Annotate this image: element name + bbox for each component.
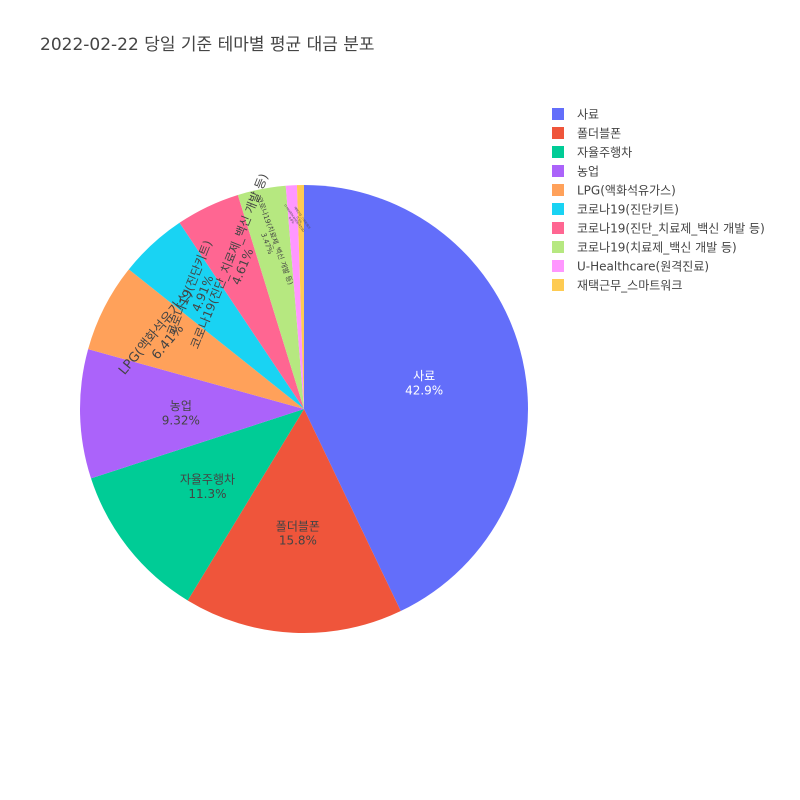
legend-label[interactable]: 농업 [577,165,599,179]
slice-percent-label: 9.32% [162,413,200,427]
legend-label[interactable]: 재택근무_스마트워크 [577,279,682,293]
legend-label[interactable]: 자율주행차 [577,145,632,160]
slice-percent-label: 0.8% [288,216,296,225]
pie-slice[interactable] [179,194,304,409]
pie-slice[interactable] [237,185,304,409]
slice-category-label: 폴더블폰 [276,519,320,533]
pie-slice[interactable] [187,409,401,634]
pie-slice[interactable] [128,222,304,409]
slice-percent-label: 42.9% [405,383,443,397]
slice-percent-label: 0.5% [295,216,303,225]
slice-percent-label: 15.8% [279,534,317,548]
legend-label[interactable]: 폴더블폰 [577,127,621,141]
legend-label[interactable]: 코로나19(진단키트) [577,203,679,217]
pie-slice[interactable] [91,409,305,601]
slice-label: 농업9.32% [162,399,200,427]
legend-swatch[interactable] [552,222,564,234]
legend-swatch[interactable] [552,203,564,215]
pie-slices [79,185,528,634]
pie-slice[interactable] [79,349,304,479]
chart-title: 2022-02-22 당일 기준 테마별 평균 대금 분포 [40,35,375,55]
slice-category-label: 자율주행차 [180,472,235,487]
legend-label[interactable]: U-Healthcare(원격진료) [577,260,709,274]
pie-slice[interactable] [88,269,304,409]
slice-percent-label: 11.3% [188,487,226,501]
legend-label[interactable]: 코로나19(진단_치료제_백신 개발 등) [577,222,765,236]
legend-swatch[interactable] [552,279,564,291]
slice-category-label: 사료 [413,369,435,383]
legend-swatch[interactable] [552,108,564,120]
pie-slice[interactable] [296,185,304,409]
slice-category-label: 농업 [170,399,192,413]
legend-label[interactable]: LPG(액화석유가스) [577,184,676,198]
legend-label[interactable]: 코로나19(치료제_백신 개발 등) [577,241,737,255]
legend-swatch[interactable] [552,146,564,158]
legend-swatch[interactable] [552,184,564,196]
pie-slice[interactable] [285,185,304,409]
pie-slice[interactable] [304,185,528,612]
legend-label[interactable]: 사료 [577,108,599,122]
legend-swatch[interactable] [552,127,564,139]
legend-swatch[interactable] [552,260,564,272]
legend-swatch[interactable] [552,241,564,253]
legend-swatch[interactable] [552,165,564,177]
